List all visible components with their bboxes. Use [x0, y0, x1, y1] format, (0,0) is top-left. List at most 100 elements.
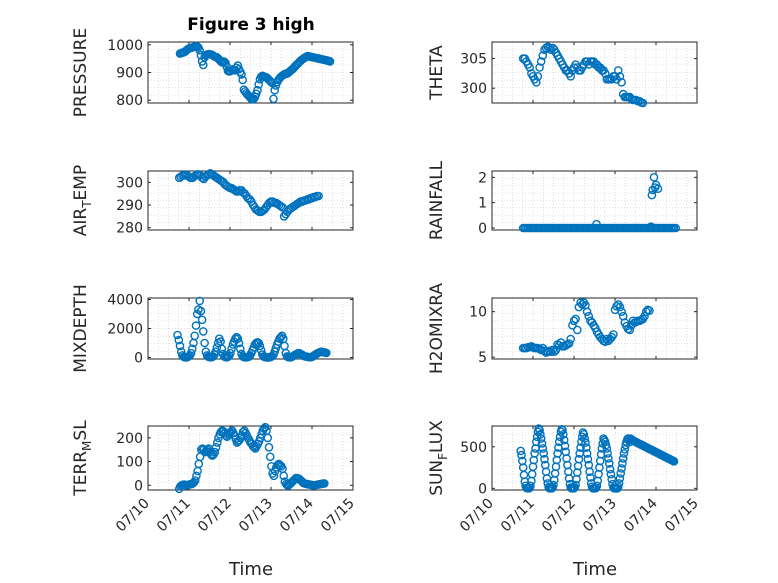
data-point: [571, 480, 580, 490]
data-point: [217, 344, 227, 354]
y-axis-label: AIRTEMP: [71, 165, 94, 236]
data-point: [617, 78, 626, 87]
data-point: [265, 452, 275, 462]
data-point: [211, 442, 221, 452]
data-point: [609, 330, 618, 339]
data-point: [604, 454, 613, 463]
data-point: [192, 471, 201, 481]
data-point: [539, 449, 549, 458]
data-point: [614, 482, 623, 492]
y-tick-label: 200: [116, 431, 143, 447]
y-tick-label: 290: [116, 198, 143, 214]
data-point: [253, 85, 262, 95]
data-point: [267, 351, 277, 361]
data-point: [196, 306, 206, 316]
data-point: [526, 481, 535, 491]
y-tick-label: 1: [478, 196, 487, 212]
subplot-rainfall: 0 1 2 RAINFALL: [427, 160, 698, 240]
data-point: [669, 456, 679, 466]
data-point: [533, 427, 543, 437]
y-axis-label: H2OMIXRA: [427, 283, 447, 374]
data-point: [198, 60, 208, 70]
data-point: [195, 296, 204, 306]
data-point: [566, 72, 576, 81]
y-tick-label: 0: [134, 478, 143, 494]
data-point: [525, 63, 535, 72]
data-point: [325, 57, 335, 66]
data-point: [564, 339, 574, 348]
y-tick-label: 300: [460, 81, 487, 97]
data-point: [191, 321, 201, 330]
data-point: [538, 444, 548, 453]
data-point: [569, 316, 579, 326]
y-tick-label: 800: [116, 93, 143, 109]
data-point: [640, 311, 649, 321]
data-point: [173, 330, 182, 340]
data-point: [558, 425, 567, 435]
data-point: [254, 80, 264, 89]
data-point: [649, 172, 659, 182]
y-axis-label: THETA: [427, 45, 447, 101]
data-point: [592, 481, 602, 491]
data-point: [186, 348, 196, 358]
data-point: [175, 341, 185, 351]
data-point: [270, 347, 280, 357]
data-point: [235, 344, 245, 354]
data-point: [586, 473, 595, 482]
data-point: [548, 345, 558, 355]
data-point: [545, 43, 554, 53]
data-point: [212, 343, 222, 352]
data-point: [549, 480, 558, 490]
data-point: [617, 464, 626, 473]
data-point: [210, 447, 220, 457]
data-point: [208, 352, 218, 361]
subplot-theta: 300 305 THETA: [427, 41, 698, 108]
data-point: [535, 63, 544, 72]
data-point: [227, 344, 236, 354]
y-tick-label: 305: [460, 52, 487, 68]
data-point: [601, 440, 611, 450]
data-point: [238, 75, 247, 85]
y-tick-label: 100: [116, 455, 143, 471]
data-point: [190, 476, 200, 485]
x-axis-label-left: Time: [228, 559, 273, 580]
data-point: [255, 341, 265, 351]
data-point: [557, 424, 567, 434]
axes-box: [147, 425, 354, 491]
data-point: [573, 325, 582, 335]
data-point: [276, 201, 286, 211]
data-point: [645, 306, 654, 316]
data-point: [602, 334, 612, 344]
data-point: [233, 334, 243, 344]
data-point: [537, 439, 547, 448]
y-tick-label: 500: [460, 440, 487, 456]
data-point: [638, 98, 648, 108]
data-point: [554, 437, 564, 447]
data-point: [616, 469, 626, 478]
subplot-pressure: 800 900 1000 PRESSURE: [71, 28, 354, 117]
data-point: [263, 433, 273, 443]
data-point: [190, 331, 199, 341]
data-point: [625, 325, 635, 335]
data-point: [269, 94, 278, 104]
y-axis-label: RAINFALL: [427, 160, 447, 240]
axes-box: [491, 297, 698, 360]
axes-box: [147, 170, 354, 231]
data-point: [200, 338, 209, 348]
data-point: [582, 443, 591, 452]
y-tick-label: 0: [478, 481, 487, 497]
y-tick-label: 2: [478, 170, 487, 186]
data-point: [546, 347, 556, 357]
data-point: [174, 335, 184, 345]
y-axis-label: SUNFLUX: [427, 420, 450, 496]
data-point: [602, 444, 612, 453]
data-point: [279, 471, 289, 481]
data-point: [226, 348, 235, 358]
y-axis-label: PRESSURE: [71, 28, 91, 117]
data-point: [264, 442, 274, 452]
y-axis-label: MIXDEPTH: [71, 284, 91, 373]
data-point: [582, 449, 592, 458]
data-point: [517, 450, 526, 460]
y-tick-label: 2000: [107, 322, 143, 338]
